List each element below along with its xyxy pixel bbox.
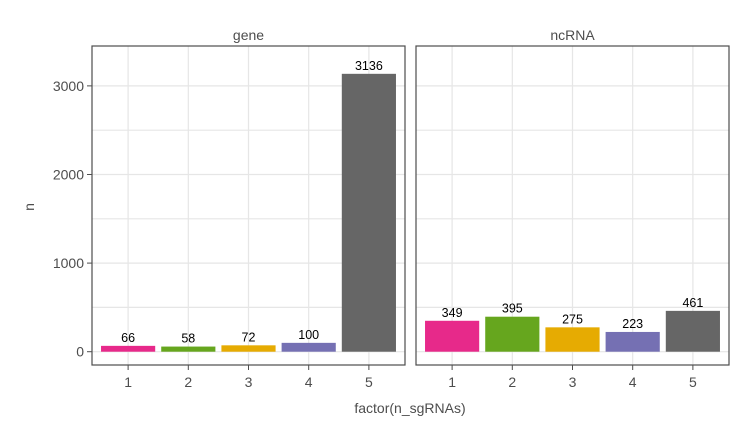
x-tick-label: 2 [184,374,192,390]
x-tick-label: 5 [365,374,373,390]
x-axis-title: factor(n_sgRNAs) [354,400,465,416]
x-tick-label: 3 [569,374,577,390]
bars-layer [101,73,720,352]
bar-gene-3 [221,345,276,352]
bar-value-label: 66 [121,331,135,345]
bar-value-label: 223 [622,317,643,331]
y-tick-label: 2000 [53,166,84,182]
y-tick-label: 3000 [53,78,84,94]
bar-value-label: 461 [682,296,703,310]
bar-value-label: 100 [298,328,319,342]
y-axis-title: n [21,203,37,211]
x-tick-label: 1 [124,374,132,390]
bar-value-label: 349 [442,306,463,320]
bar-ncRNA-1 [425,320,480,352]
bar-ncRNA-2 [485,316,540,352]
facet-strip-label: gene [233,27,264,43]
x-tick-label: 5 [689,374,697,390]
x-tick-label: 4 [305,374,313,390]
bar-gene-5 [341,73,396,352]
y-tick-label: 0 [76,344,84,360]
bar-ncRNA-4 [605,331,660,352]
facet-strip-label: ncRNA [550,27,595,43]
y-tick-label: 1000 [53,255,84,271]
bar-gene-4 [281,342,336,352]
text-layer: 66 58 72 100 3136 gene 1 2 3 4 5 349 395 275 223 461 ncR… [53,27,704,390]
bar-ncRNA-3 [545,327,600,352]
bar-gene-1 [101,345,156,352]
bar-value-label: 395 [502,302,523,316]
x-tick-label: 3 [245,374,253,390]
bar-ncRNA-5 [665,310,720,352]
x-tick-label: 4 [629,374,637,390]
bar-value-label: 275 [562,312,583,326]
x-tick-label: 2 [508,374,516,390]
bar-value-label: 58 [181,332,195,346]
x-tick-label: 1 [448,374,456,390]
frame-layer [87,45,730,370]
bar-value-label: 72 [242,330,256,344]
bar-value-label: 3136 [355,59,383,73]
bar-gene-2 [161,346,216,352]
